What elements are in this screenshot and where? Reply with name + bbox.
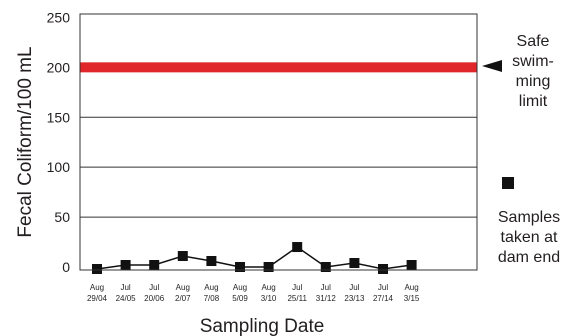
data-point: [292, 242, 303, 253]
x-tick-label: Jul: [378, 283, 388, 292]
y-tick-label: 0: [62, 259, 70, 275]
series-line: [92, 242, 417, 274]
x-tick-label: Jul: [321, 283, 331, 292]
data-point: [263, 262, 274, 272]
x-tick-label: Jul: [149, 283, 159, 292]
x-tick-label: Aug: [233, 283, 247, 292]
x-tick-label: 5/09: [232, 294, 248, 303]
grid-lines: [80, 66, 477, 218]
x-tick-label: 3/15: [404, 294, 420, 303]
plot-border: [79, 13, 478, 271]
limit-arrow-icon: [482, 60, 502, 72]
x-tick-label: Aug: [404, 283, 418, 292]
series-polyline: [96, 246, 412, 270]
y-tick-label: 250: [47, 9, 71, 25]
y-tick-labels: 0 50 100 150 200 250: [47, 9, 71, 275]
safe-swimming-limit-label: Safe swim- ming limit: [512, 33, 554, 110]
data-point: [235, 262, 245, 272]
x-tick-label: Aug: [261, 283, 275, 292]
y-tick-label: 100: [47, 159, 71, 175]
x-tick-label: Jul: [349, 283, 359, 292]
samples-legend-label: Samples taken at dam end: [497, 209, 561, 266]
x-tick-label: 3/10: [261, 294, 277, 303]
x-tick-label: 27/14: [373, 294, 394, 303]
data-point: [120, 260, 131, 271]
x-tick-label: 25/11: [287, 294, 307, 303]
x-tick-label: Aug: [90, 283, 104, 292]
data-point: [320, 262, 331, 272]
safe-swimming-limit-band: [80, 62, 477, 73]
data-point: [177, 251, 188, 262]
x-tick-label: 24/05: [116, 294, 137, 303]
x-tick-label: 20/06: [144, 294, 165, 303]
x-tick-label: 2/07: [175, 294, 191, 303]
y-tick-label: 50: [54, 209, 70, 225]
square-marker-icon: [502, 177, 514, 189]
data-point: [92, 263, 102, 274]
y-tick-label: 150: [47, 109, 71, 125]
data-point: [149, 260, 160, 271]
x-tick-label: 7/08: [204, 294, 220, 303]
x-tick-label: 29/04: [87, 294, 108, 303]
x-tick-label: Jul: [120, 283, 130, 292]
x-tick-label: 23/13: [344, 294, 365, 303]
x-tick-label: Aug: [204, 283, 218, 292]
data-point: [378, 263, 388, 274]
x-tick-label: Jul: [292, 283, 302, 292]
data-point: [406, 260, 417, 271]
x-axis-title: Sampling Date: [200, 316, 325, 336]
x-tick-label: Aug: [176, 283, 190, 292]
data-point: [349, 258, 360, 269]
y-axis-title: Fecal Coliform/100 mL: [15, 46, 36, 237]
x-tick-label: 31/12: [316, 294, 337, 303]
data-point: [206, 256, 217, 267]
y-tick-label: 200: [47, 59, 71, 75]
x-tick-labels: Aug 29/04 Jul 24/05 Jul 20/06 Aug 2/07 Aug 7/08 Au…: [87, 283, 420, 303]
